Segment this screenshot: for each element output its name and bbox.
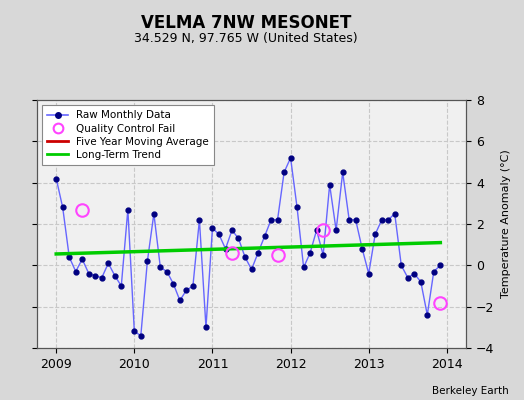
- Text: Berkeley Earth: Berkeley Earth: [432, 386, 508, 396]
- Text: VELMA 7NW MESONET: VELMA 7NW MESONET: [141, 14, 352, 32]
- Text: 34.529 N, 97.765 W (United States): 34.529 N, 97.765 W (United States): [135, 32, 358, 45]
- Legend: Raw Monthly Data, Quality Control Fail, Five Year Moving Average, Long-Term Tren: Raw Monthly Data, Quality Control Fail, …: [42, 105, 214, 165]
- Y-axis label: Temperature Anomaly (°C): Temperature Anomaly (°C): [501, 150, 511, 298]
